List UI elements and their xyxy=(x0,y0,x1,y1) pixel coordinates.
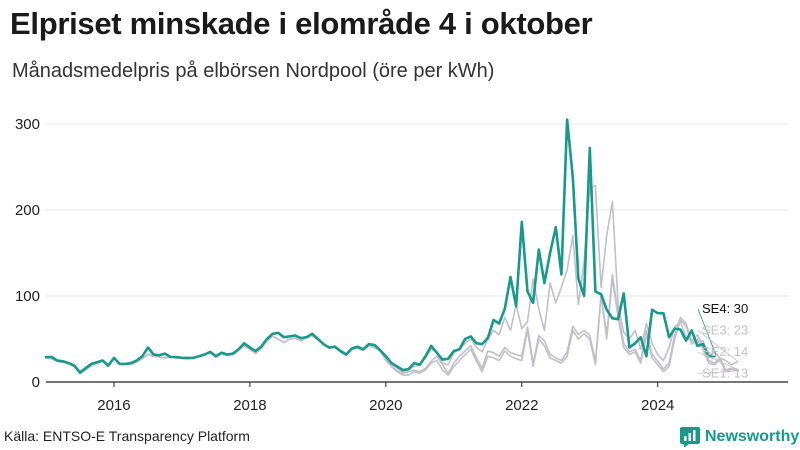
end-label-se2: SE2: 14 xyxy=(702,344,748,359)
x-tick-label: 2018 xyxy=(233,397,266,414)
y-tick-label: 100 xyxy=(15,288,40,305)
end-label-se3: SE3: 23 xyxy=(702,323,748,338)
end-label-se4: SE4: 30 xyxy=(702,301,748,316)
y-tick-label: 200 xyxy=(15,202,40,219)
chart-title: Elpriset minskade i elområde 4 i oktober xyxy=(10,6,593,41)
series-line-se1 xyxy=(45,277,738,376)
end-label-se1: SE1: 13 xyxy=(702,366,748,381)
y-tick-label: 300 xyxy=(15,116,40,133)
x-tick-label: 2022 xyxy=(505,397,538,414)
series-line-se4 xyxy=(44,118,716,374)
newsworthy-logo[interactable]: Newsworthy xyxy=(680,427,799,447)
end-label-leader xyxy=(697,351,740,371)
brand-name: Newsworthy xyxy=(705,428,800,445)
source-note: Källa: ENTSO-E Transparency Platform xyxy=(4,428,250,444)
y-tick-label: 0 xyxy=(32,374,40,391)
x-tick-label: 2024 xyxy=(641,397,674,414)
axis-layer: 0 100 200 300 2016 2018 2020 2022 2024 xyxy=(15,116,788,414)
chart-logo-icon xyxy=(680,427,700,447)
x-tick-label: 2020 xyxy=(369,397,402,414)
series-layer xyxy=(44,118,738,376)
end-label-leader xyxy=(697,308,717,357)
grid-layer xyxy=(46,123,788,297)
end-label-leader xyxy=(697,330,740,363)
end-label-leader xyxy=(697,370,740,374)
chart-subtitle: Månadsmedelpris på elbörsen Nordpool (ör… xyxy=(12,60,495,82)
series-line-se2 xyxy=(45,273,738,375)
x-tick-label: 2016 xyxy=(97,397,130,414)
end-label-layer: SE4: 30 SE3: 23 SE2: 14 SE1: 13 xyxy=(697,301,748,381)
